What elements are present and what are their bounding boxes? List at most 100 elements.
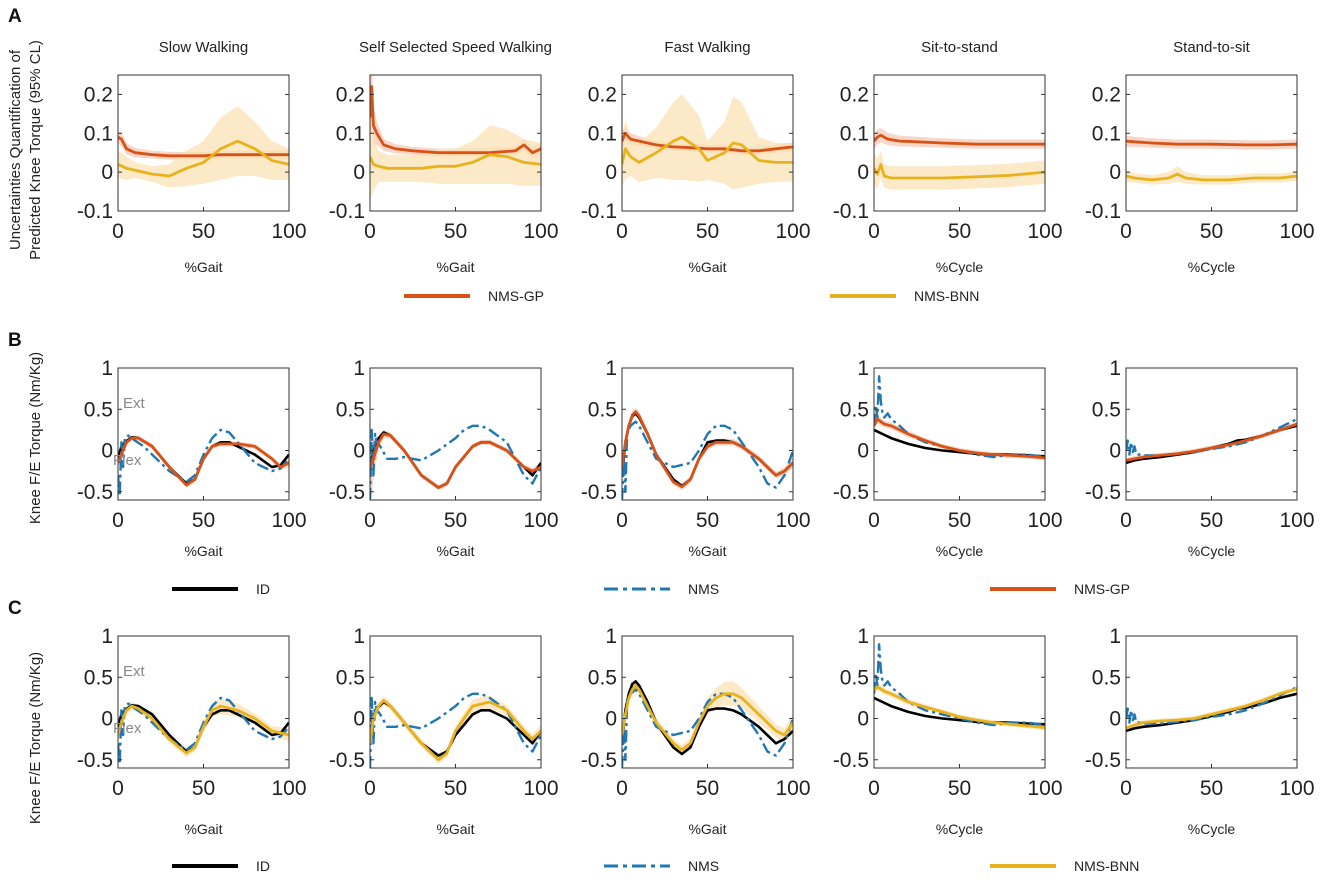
y-tick-label: 0 (605, 161, 617, 184)
series-line-nms-bnn (622, 135, 793, 165)
y-tick-label: -0.5 (77, 481, 113, 504)
series-line-id (622, 680, 793, 756)
series-line-nms (622, 688, 793, 768)
series-line-nms (370, 424, 541, 500)
series-line-nms-bnn (622, 684, 793, 752)
y-axis-label: Knee F/E Torque (Nm/Kg) (27, 652, 44, 824)
x-axis-label: %Gait (184, 821, 222, 837)
subplot-b-2: 1 0.5 0 -0.5 0 50 100 %Gait (329, 357, 559, 559)
y-tick-label: 0 (101, 708, 113, 731)
x-tick-label: 50 (948, 777, 971, 800)
series-line-nms-bnn (1126, 172, 1297, 182)
plot-area (622, 407, 793, 500)
series-line-nms-bnn (874, 162, 1045, 180)
y-tick-label: 0.5 (840, 666, 869, 689)
x-tick-label: 100 (1279, 777, 1314, 800)
y-tick-label: 0.5 (84, 398, 113, 421)
y-tick-label: 1 (1109, 625, 1121, 648)
x-tick-label: 50 (192, 777, 215, 800)
series-line-nms (874, 643, 1045, 727)
y-tick-label: -0.5 (329, 749, 365, 772)
x-tick-label: 50 (1200, 509, 1223, 532)
x-tick-label: 100 (523, 220, 558, 243)
plot-area (874, 128, 1045, 190)
y-tick-label: -0.5 (77, 749, 113, 772)
x-tick-label: 100 (775, 509, 810, 532)
y-tick-label: -0.1 (1085, 200, 1121, 223)
y-tick-label: 0.1 (84, 122, 113, 145)
subplot-c-2: 1 0.5 0 -0.5 0 50 100 %Gait (329, 625, 559, 837)
x-tick-label: 50 (948, 509, 971, 532)
x-tick-label: 100 (775, 777, 810, 800)
confidence-band-nms-gp (1126, 421, 1297, 463)
y-tick-label: 0 (101, 161, 113, 184)
subplot-c-4: 1 0.5 0 -0.5 0 50 100 %Cycle (833, 625, 1063, 837)
panel-a: A Uncertainties Quantification of Predicte… (7, 6, 1315, 304)
x-tick-label: 50 (696, 777, 719, 800)
panel-letter-a: A (8, 6, 22, 27)
plot-area (1126, 686, 1297, 733)
x-tick-label: 50 (444, 220, 467, 243)
x-axis-label: %Gait (184, 543, 222, 559)
series-line-nms-gp (874, 133, 1045, 146)
x-tick-label: 100 (1027, 220, 1062, 243)
y-tick-label: 0.5 (588, 666, 617, 689)
x-axis-label: %Gait (688, 821, 726, 837)
y-tick-label: 0.5 (336, 666, 365, 689)
x-axis-label: %Gait (436, 821, 474, 837)
y-tick-label: 0.5 (84, 666, 113, 689)
y-tick-label: -0.1 (329, 200, 365, 223)
x-tick-label: 100 (1027, 777, 1062, 800)
subplot-b-1: 1 0.5 0 -0.5 0 50 100 %Gait (77, 357, 307, 559)
legend-label-nms-gp: NMS-GP (488, 288, 544, 304)
confidence-band-nms-bnn (1126, 166, 1297, 185)
axes-frame (873, 635, 1046, 769)
annotation-ext: Ext (123, 395, 146, 412)
y-tick-label: 1 (605, 625, 617, 648)
plot-area (622, 94, 793, 190)
subplot-title: Slow Walking (159, 39, 248, 56)
x-axis-label: %Gait (688, 543, 726, 559)
x-tick-label: 50 (192, 220, 215, 243)
panel-letter-c: C (8, 598, 22, 619)
y-tick-label: -0.5 (1085, 481, 1121, 504)
x-tick-label: 0 (1120, 777, 1132, 800)
x-tick-label: 100 (775, 220, 810, 243)
y-tick-label: 0.5 (840, 398, 869, 421)
x-tick-label: 100 (1027, 509, 1062, 532)
y-tick-label: 0 (605, 440, 617, 463)
x-axis-label: %Cycle (1188, 821, 1236, 837)
y-tick-label: 0.5 (588, 398, 617, 421)
legend-label-id: ID (256, 858, 270, 874)
legend-label-nms: NMS (688, 858, 719, 874)
x-tick-label: 50 (696, 509, 719, 532)
x-axis-label: %Cycle (936, 259, 984, 275)
legend-label-nms-bnn: NMS-BNN (1074, 858, 1139, 874)
series-line-nms-gp (622, 410, 793, 489)
series-line-nms (622, 420, 793, 500)
y-tick-label: -0.5 (581, 481, 617, 504)
y-tick-label: 0.1 (588, 122, 617, 145)
x-tick-label: 0 (868, 777, 880, 800)
annotation-flex: Flex (113, 452, 142, 469)
y-axis-label: Uncertainties Quantification of (7, 49, 24, 250)
legend-label-id: ID (256, 581, 270, 597)
subplot-c-3: 1 0.5 0 -0.5 0 50 100 %Gait (581, 625, 811, 837)
plot-area (1126, 135, 1297, 185)
x-tick-label: 0 (364, 509, 376, 532)
x-tick-label: 100 (523, 509, 558, 532)
x-tick-label: 100 (271, 777, 306, 800)
x-tick-label: 100 (271, 509, 306, 532)
series-line-nms-bnn (370, 153, 541, 170)
x-axis-label: %Cycle (1188, 259, 1236, 275)
confidence-band-nms-gp (874, 128, 1045, 149)
y-tick-label: 0.1 (1092, 122, 1121, 145)
annotation-ext: Ext (123, 663, 146, 680)
y-tick-label: 0 (1109, 708, 1121, 731)
y-tick-label: -0.5 (833, 749, 869, 772)
